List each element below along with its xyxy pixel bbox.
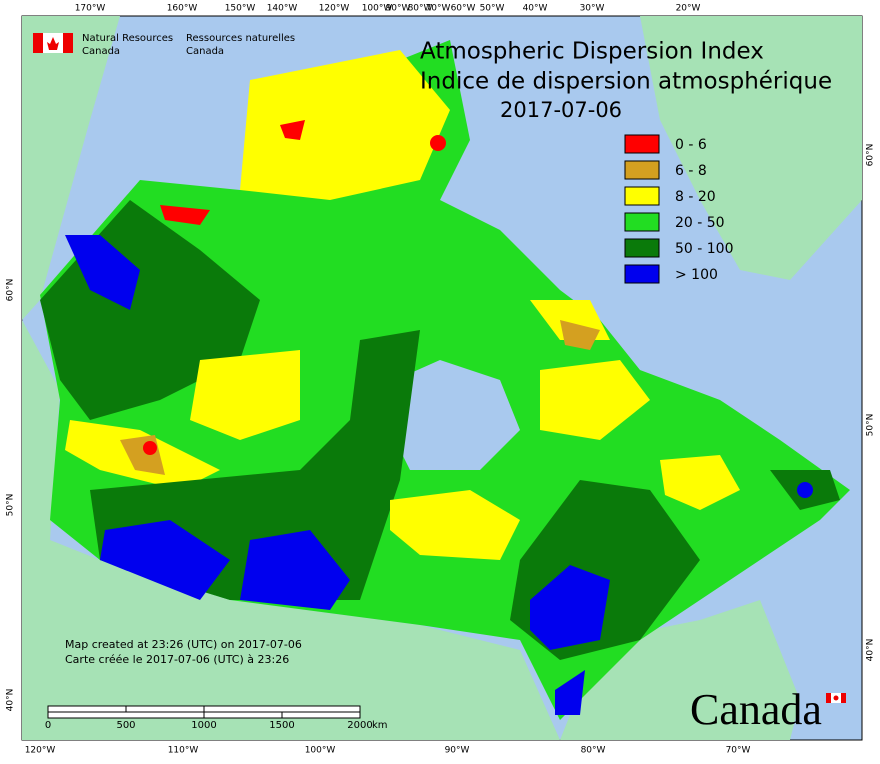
zone-arctic [240,50,450,200]
graticule-right: 60°N [866,144,876,167]
graticule-top: 160°W [167,4,198,14]
usa [22,320,560,740]
agency-fr: Canada [186,46,224,57]
legend-label: > 100 [675,267,718,283]
wordmark-flag [826,693,846,703]
legend-label: 20 - 50 [675,215,725,231]
scale-bar [47,705,361,719]
graticule-bottom: 120°W [25,746,56,756]
zone-ontario-north [390,490,520,560]
graticule-right: 50°N [866,414,876,437]
zone-bc-red [143,441,157,455]
zone-alberta [100,520,230,600]
map-note: Carte créée le 2017-07-06 (UTC) à 23:26 [65,653,289,666]
scale-label: 1000 [191,720,216,731]
graticule-bottom: 80°W [581,746,606,756]
graticule-bottom: 110°W [168,746,199,756]
graticule-top: 150°W [225,4,256,14]
scale-label: 2000 [347,720,372,731]
legend-swatch [624,264,660,284]
graticule-top: 170°W [75,4,106,14]
legend-label: 8 - 20 [675,189,716,205]
zone-yukon [65,235,140,310]
legend-swatch [624,134,660,154]
graticule-bottom: 90°W [445,746,470,756]
scale-label: 0 [45,720,51,731]
flag [33,33,73,53]
scale-label: 1500 [269,720,294,731]
map-note: Map created at 23:26 (UTC) on 2017-07-06 [65,638,302,651]
agency-en: Canada [82,46,120,57]
zone-nwt [190,350,300,440]
zone-baffin-low [560,320,600,350]
legend-label: 50 - 100 [675,241,734,257]
graticule-left: 40°N [6,689,16,712]
agency-en: Natural Resources [82,33,173,44]
zone-sask [240,530,350,610]
graticule-top: 140°W [267,4,298,14]
graticule-top: 120°W [319,4,350,14]
legend-swatch [624,160,660,180]
zone-nfld-blue [797,482,813,498]
legend-label: 0 - 6 [675,137,707,153]
graticule-top: 60°W [451,4,476,14]
graticule-top: 30°W [580,4,605,14]
us-east [560,600,800,740]
graticule-bottom: 100°W [305,746,336,756]
zone-ellesmere-red [430,135,446,151]
graticule-top: 90°W [386,4,411,14]
zone-labrador [660,455,740,510]
zone-lake [555,670,585,715]
legend-swatch [624,212,660,232]
alaska [22,16,120,320]
graticule-top: 40°W [523,4,548,14]
graticule-top: 100°W [362,4,393,14]
title-date: 2017-07-06 [500,98,622,122]
graticule-left: 60°N [6,279,16,302]
scale-label: 500 [116,720,135,731]
legend-label: 6 - 8 [675,163,707,179]
zone-quebec-north [540,360,650,440]
graticule-top: 20°W [676,4,701,14]
graticule-top: 70°W [426,4,451,14]
title-fr: Indice de dispersion atmosphérique [420,69,832,95]
graticule-left: 50°N [6,494,16,517]
greenland [640,16,862,280]
zone-island-red [280,120,305,140]
graticule-bottom: 70°W [726,746,751,756]
hudson-bay [390,360,520,470]
legend-swatch [624,186,660,206]
zone-arctic-red [160,205,210,225]
zone-ontario-south [530,565,610,650]
scale-unit: km [372,720,388,731]
graticule-top: 80°W [408,4,433,14]
graticule-top: 50°W [480,4,505,14]
title-en: Atmospheric Dispersion Index [420,39,764,65]
legend-swatch [624,238,660,258]
graticule-right: 40°N [866,639,876,662]
wordmark: Canada [690,685,822,734]
agency-fr: Ressources naturelles [186,33,295,44]
